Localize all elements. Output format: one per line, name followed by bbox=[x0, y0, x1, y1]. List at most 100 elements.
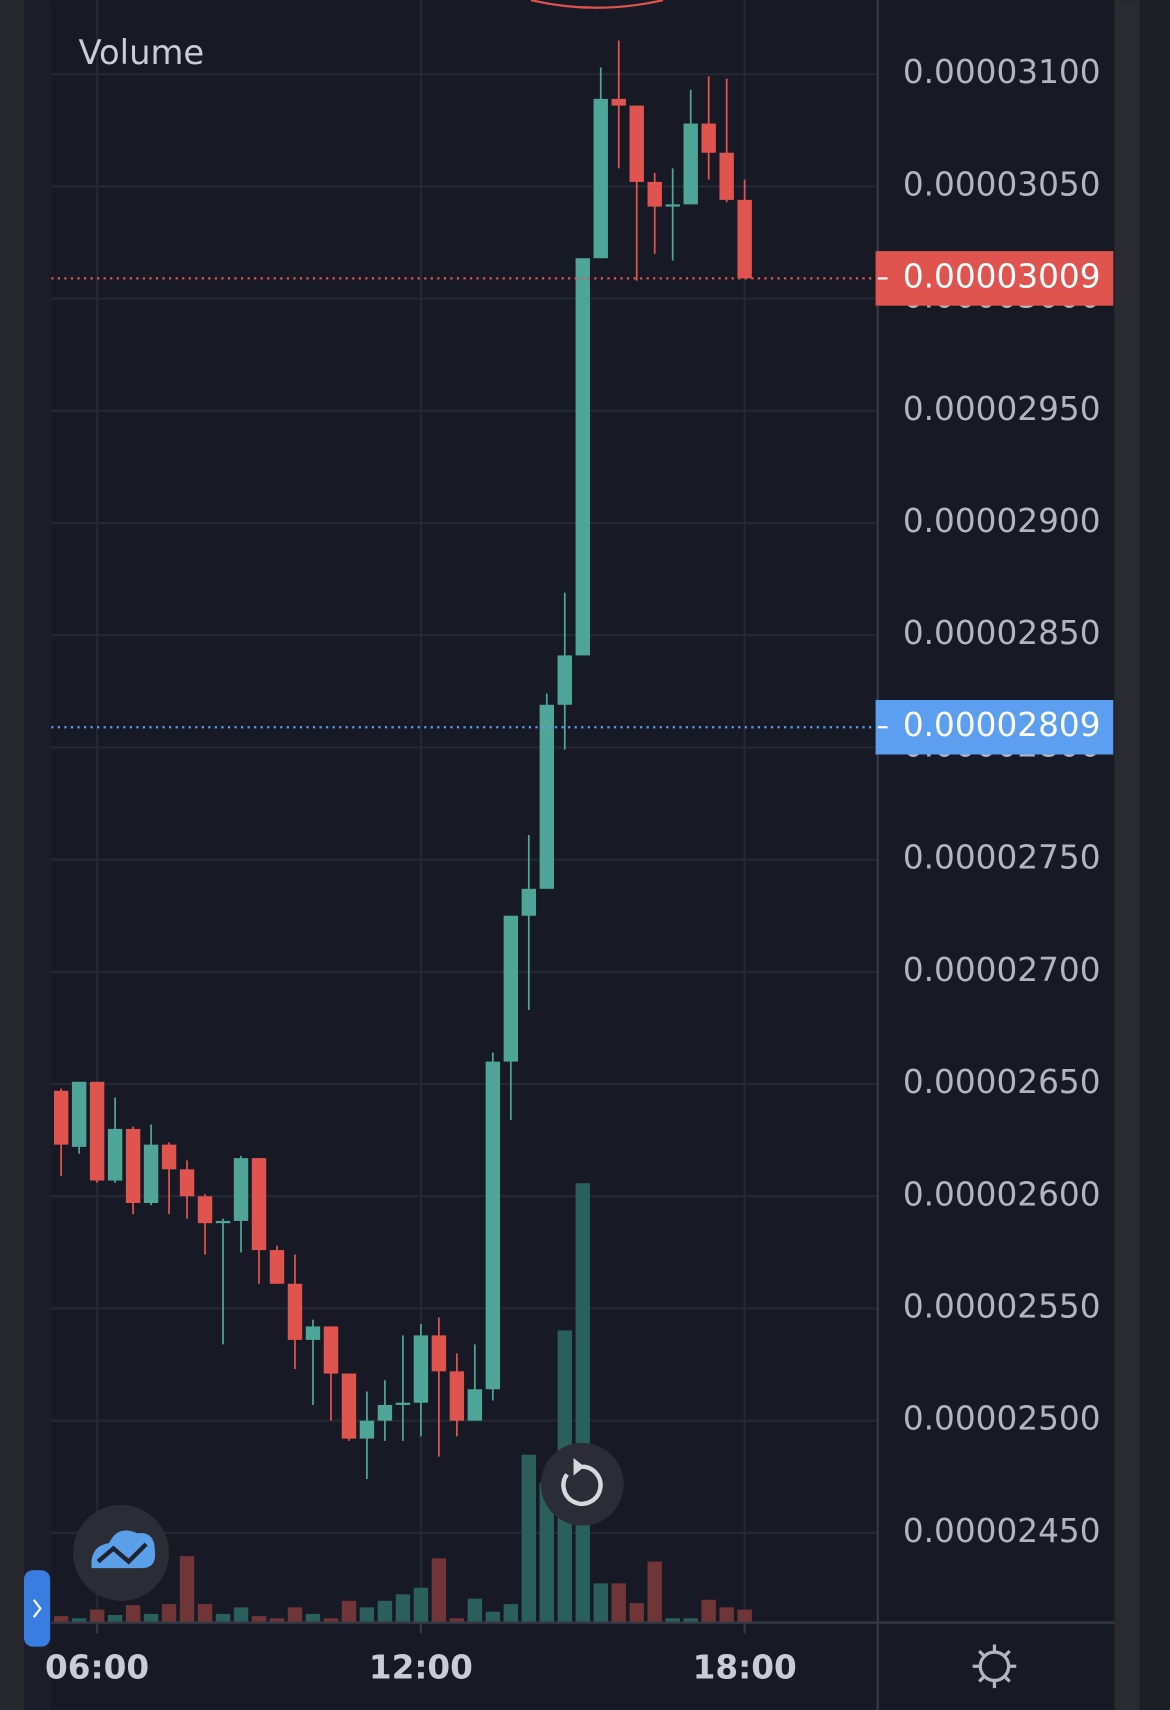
candle-body bbox=[503, 915, 519, 1062]
y-tick-label: 0.00002500 bbox=[903, 1400, 1101, 1438]
volume-bar bbox=[485, 1611, 501, 1623]
candle-body bbox=[683, 123, 698, 205]
volume-bar bbox=[359, 1607, 375, 1623]
volume-bar bbox=[395, 1594, 411, 1623]
volume-bar bbox=[71, 1618, 87, 1623]
reset-button[interactable] bbox=[540, 1442, 624, 1526]
candle-body bbox=[197, 1196, 213, 1224]
y-tick-label: 0.00002450 bbox=[903, 1512, 1101, 1550]
y-tick-label: 0.00002700 bbox=[903, 951, 1101, 989]
price-label-box bbox=[875, 251, 1114, 306]
volume-bar bbox=[611, 1583, 626, 1623]
volume-bar bbox=[341, 1600, 357, 1623]
candle-body bbox=[413, 1335, 429, 1403]
volume-bar bbox=[305, 1613, 321, 1623]
volume-bar bbox=[179, 1556, 195, 1623]
reset-icon bbox=[561, 1464, 603, 1506]
settings-button[interactable] bbox=[972, 1644, 1017, 1689]
candle-body bbox=[53, 1090, 69, 1145]
candle-body bbox=[341, 1373, 357, 1439]
volume-bar bbox=[89, 1609, 105, 1623]
y-tick-label: 0.00002600 bbox=[903, 1175, 1101, 1213]
candle-body bbox=[629, 105, 644, 182]
candle-body bbox=[485, 1061, 501, 1390]
volume-bar bbox=[737, 1609, 752, 1623]
candle-body bbox=[215, 1220, 231, 1224]
volume-bar bbox=[197, 1604, 213, 1623]
reset-button-bg[interactable] bbox=[540, 1442, 624, 1526]
x-tick-label: 18:00 bbox=[693, 1649, 797, 1687]
y-tick-label: 0.00003050 bbox=[903, 165, 1101, 203]
volume-bar bbox=[323, 1618, 339, 1623]
price-label: 0.00002809 bbox=[903, 706, 1101, 744]
side-tab[interactable] bbox=[23, 1570, 51, 1647]
candle-body bbox=[719, 152, 734, 200]
volume-bar bbox=[503, 1604, 519, 1623]
volume-bar bbox=[539, 1483, 554, 1623]
volume-bar bbox=[413, 1587, 429, 1623]
candle-body bbox=[521, 888, 537, 916]
candle-body bbox=[737, 199, 752, 279]
candle-body bbox=[287, 1283, 303, 1340]
volume-bar bbox=[377, 1600, 393, 1623]
logo-button[interactable] bbox=[73, 1504, 170, 1601]
candle-body bbox=[665, 204, 680, 207]
axis-labels: 0.000031000.000030500.000030000.00002950… bbox=[45, 53, 1114, 1687]
candle-body bbox=[251, 1158, 267, 1251]
candle-body bbox=[449, 1371, 465, 1421]
volume-bar bbox=[719, 1607, 734, 1623]
volume-bar bbox=[593, 1583, 608, 1623]
x-tick-label: 06:00 bbox=[45, 1649, 149, 1687]
candle-body bbox=[143, 1144, 159, 1203]
candle-body bbox=[467, 1389, 483, 1421]
volume-bar bbox=[215, 1613, 231, 1623]
volume-bar bbox=[683, 1618, 698, 1623]
volume-bar bbox=[665, 1618, 680, 1623]
settings-teeth bbox=[972, 1644, 1017, 1689]
y-tick-label: 0.00003100 bbox=[903, 53, 1101, 91]
candle-body bbox=[71, 1081, 87, 1147]
volume-bar bbox=[233, 1607, 249, 1623]
volume-bar bbox=[449, 1618, 465, 1623]
settings-icon[interactable] bbox=[978, 1650, 1011, 1683]
candle-body bbox=[539, 704, 554, 889]
candle-body bbox=[575, 258, 590, 656]
volume-bar bbox=[161, 1604, 177, 1623]
volume-bar bbox=[467, 1598, 483, 1623]
y-tick-label: 0.00002950 bbox=[903, 390, 1101, 428]
volume-bar bbox=[647, 1561, 662, 1623]
price-label: 0.00003009 bbox=[903, 257, 1101, 295]
y-tick-label: 0.00002900 bbox=[903, 502, 1101, 540]
right-edge bbox=[1114, 0, 1140, 1710]
volume-bar bbox=[431, 1558, 447, 1623]
candle-body bbox=[89, 1081, 105, 1181]
top-marker bbox=[530, 0, 664, 9]
volume-bar bbox=[521, 1454, 537, 1623]
candle-body bbox=[269, 1250, 285, 1284]
candle-body bbox=[395, 1402, 411, 1405]
logo-line bbox=[96, 1542, 148, 1565]
x-tick-label: 12:00 bbox=[369, 1649, 473, 1687]
candle-body bbox=[179, 1169, 195, 1197]
y-tick-label: 0.00002750 bbox=[903, 839, 1101, 877]
candle-body bbox=[431, 1335, 447, 1372]
y-tick-label: 0.00002550 bbox=[903, 1287, 1101, 1325]
candle-body bbox=[557, 655, 572, 705]
candle-body bbox=[647, 181, 662, 207]
candle-body bbox=[107, 1128, 123, 1181]
volume-bar bbox=[701, 1599, 716, 1623]
left-gutter bbox=[23, 0, 52, 1710]
volume-bar bbox=[629, 1603, 644, 1623]
side-tab-arrow bbox=[32, 1599, 42, 1618]
volume-bar bbox=[125, 1605, 141, 1623]
candle-body bbox=[359, 1420, 375, 1439]
volume-label: Volume bbox=[79, 33, 205, 72]
candle-body bbox=[377, 1404, 393, 1421]
candle-body bbox=[305, 1326, 321, 1340]
volume-bar bbox=[287, 1607, 303, 1623]
candle-body bbox=[233, 1158, 249, 1221]
volume-bar bbox=[53, 1616, 69, 1623]
price-label-box bbox=[875, 699, 1114, 755]
side-tab-bg[interactable] bbox=[23, 1570, 51, 1647]
